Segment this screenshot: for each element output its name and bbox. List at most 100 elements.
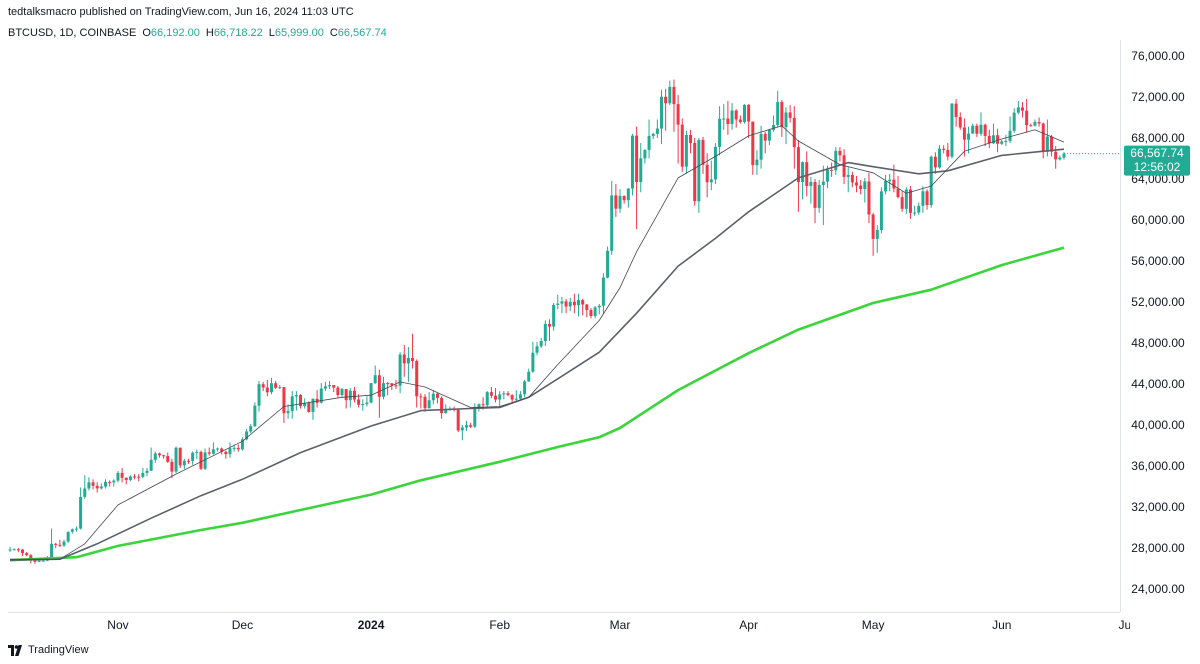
y-tick-label: 48,000.00 [1131, 336, 1185, 350]
candle-body [987, 135, 991, 144]
candle-body [742, 104, 746, 123]
candle-body [527, 371, 531, 382]
candle-body [884, 181, 888, 192]
candle-body [1004, 140, 1008, 142]
candle-body [137, 476, 141, 478]
candle-body [290, 396, 294, 412]
y-tick-label: 52,000.00 [1131, 295, 1185, 309]
candle-body [892, 179, 896, 189]
candle-body [199, 451, 203, 469]
candle-body [1045, 136, 1049, 152]
candle-body [182, 460, 186, 466]
candle-body [979, 124, 983, 134]
ohlc-value: 66,567.74 [337, 27, 387, 39]
ohlc-item: L65,999.00 [269, 27, 324, 39]
candle-body [971, 125, 975, 134]
candle-body [830, 169, 834, 171]
candle-body [253, 405, 257, 427]
moving-average [10, 246, 1065, 562]
candle-body [232, 447, 236, 449]
candle-body [70, 529, 74, 532]
candle-body [801, 162, 805, 183]
y-tick-label: 68,000.00 [1131, 131, 1185, 145]
candle-body [502, 393, 506, 395]
candle-body [299, 395, 303, 407]
candle-body [108, 481, 112, 483]
candle-body [427, 400, 431, 409]
candle-body [676, 104, 680, 125]
candle-body [668, 86, 672, 104]
candle-body [1000, 141, 1004, 144]
candle-body [759, 133, 763, 160]
candle-body [398, 354, 402, 386]
candle-body [635, 135, 639, 183]
candle-body [718, 118, 722, 147]
moving-average [10, 148, 1065, 561]
candle-body [116, 472, 120, 481]
candle-body [518, 394, 522, 399]
candle-body [850, 174, 854, 183]
candle-body [1041, 123, 1045, 152]
candle-body [842, 155, 846, 177]
candle-body [597, 305, 601, 308]
y-tick-label: 60,000.00 [1131, 213, 1185, 227]
candle-body [747, 104, 751, 122]
candle-body [394, 385, 398, 387]
candle-body [660, 96, 664, 129]
candle-body [589, 309, 593, 316]
candle-body [655, 128, 659, 134]
candle-body [834, 150, 838, 171]
candle-body [33, 560, 37, 562]
candle-body [245, 431, 249, 440]
candle-body [12, 549, 16, 551]
candle-body [431, 393, 435, 401]
candle-body [257, 384, 261, 406]
candle-body [481, 404, 485, 406]
candle-body [531, 352, 535, 372]
candle-body [386, 383, 390, 385]
candle-body [962, 127, 966, 140]
x-axis: Nov Dec 2024 Feb Mar Apr May Jun Jul [107, 618, 1130, 632]
candle-body [867, 181, 871, 215]
x-tick-label: Mar [610, 618, 631, 632]
candle-body [689, 134, 693, 143]
candle-body [460, 427, 464, 431]
candle-body [722, 118, 726, 120]
candle-body [348, 390, 352, 401]
candle-body [792, 117, 796, 148]
symbol: BTCUSD, 1D, COINBASE [8, 27, 137, 39]
candle-body [145, 470, 149, 473]
candle-body [547, 323, 551, 327]
candle-body [236, 447, 240, 450]
candle-body [166, 456, 170, 462]
candle-body [552, 304, 556, 327]
candle-body [535, 346, 539, 353]
candle-body [261, 384, 265, 388]
candle-body [269, 383, 273, 393]
candle-body [1029, 125, 1033, 127]
candle-body [456, 409, 460, 431]
candle-body [352, 390, 356, 400]
candle-body [274, 383, 278, 388]
candle-body [16, 549, 20, 551]
candle-body [929, 156, 933, 206]
y-axis: 24,000.00 28,000.00 32,000.00 36,000.00 40,0… [1064, 49, 1190, 596]
candle-body [684, 134, 688, 167]
candle-body [709, 179, 713, 183]
candle-body [730, 110, 734, 125]
candle-body [813, 181, 817, 208]
ohlc-value: 66,192.00 [150, 27, 200, 39]
candle-body [1062, 153, 1066, 158]
candle-body [784, 112, 788, 128]
candle-body [755, 159, 759, 166]
candle-body [464, 425, 468, 428]
candle-body [162, 455, 166, 457]
candle-body [514, 398, 518, 400]
candle-body [996, 135, 1000, 144]
candle-body [817, 185, 821, 208]
candle-body [705, 164, 709, 183]
candle-body [29, 555, 33, 561]
candle-body [369, 383, 373, 403]
candle-body [821, 181, 825, 186]
candle-body [917, 205, 921, 213]
